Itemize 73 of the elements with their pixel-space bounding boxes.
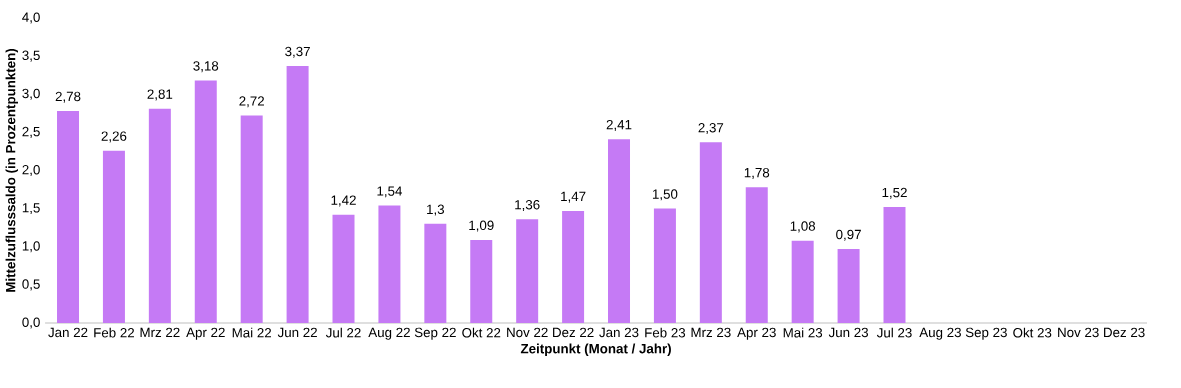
data-label: 1,54: [377, 186, 403, 198]
x-tick-label: Mai 22: [232, 327, 272, 338]
data-label: 2,41: [606, 119, 632, 131]
x-axis-title: Zeitpunkt (Monat / Jahr): [520, 343, 671, 357]
x-tick-label: Aug 23: [919, 327, 961, 340]
bar: [608, 139, 630, 323]
x-tick-label: Dez 23: [1104, 327, 1145, 338]
bar: [470, 239, 493, 323]
x-tick-label: Okt 23: [1013, 327, 1052, 338]
data-label: 0,97: [836, 229, 861, 241]
data-label: 1,08: [790, 221, 816, 233]
y-tick-label: 3,0: [22, 88, 40, 100]
x-tick-label: Jul 22: [325, 327, 361, 338]
bar: [562, 210, 585, 323]
bar: [699, 142, 722, 323]
bar: [516, 219, 539, 323]
y-tick-label: 1,5: [22, 203, 40, 215]
bar: [286, 66, 309, 323]
data-label: 3,18: [193, 61, 219, 73]
x-tick-label: Sep 22: [414, 327, 456, 340]
data-label: 2,78: [55, 91, 81, 103]
x-tick-label: Apr 22: [186, 327, 225, 340]
x-tick-label: Jan 23: [599, 327, 639, 338]
data-label: 1,42: [331, 195, 356, 207]
x-tick-label: Feb 22: [94, 327, 135, 338]
data-label: 3,37: [285, 46, 310, 58]
data-label: 2,81: [147, 89, 173, 101]
x-tick-label: Jun 23: [828, 327, 869, 338]
y-axis-title: Mittelzuflusssaldo (in Prozentpunkten): [5, 48, 18, 292]
bar: [148, 108, 171, 323]
y-tick-label: 2,5: [22, 126, 40, 138]
x-tick-label: Nov 23: [1058, 327, 1099, 338]
data-label: 1,52: [882, 187, 907, 199]
data-label: 1,36: [515, 200, 540, 212]
bar: [653, 208, 676, 323]
data-label: 2,26: [101, 131, 127, 143]
x-tick-label: Apr 23: [737, 327, 776, 340]
bar: [378, 205, 401, 323]
y-tick-label: 2,0: [22, 164, 40, 177]
data-label: 1,47: [561, 191, 586, 203]
x-tick-label: Jul 23: [876, 327, 912, 338]
bar: [837, 249, 860, 323]
x-tick-label: Mai 23: [783, 327, 823, 338]
bar: [102, 150, 125, 323]
bar: [194, 80, 217, 323]
bar: [57, 111, 80, 323]
y-tick-label: 1,0: [22, 241, 40, 253]
x-tick-label: Nov 22: [507, 327, 548, 338]
data-label: 1,09: [469, 220, 494, 232]
y-tick-label: 4,0: [22, 12, 40, 24]
y-tick-label: 0,0: [22, 317, 40, 329]
bar: [745, 187, 768, 323]
data-label: 1,3: [427, 204, 445, 216]
bar: [240, 115, 263, 323]
x-tick-label: Okt 22: [462, 327, 501, 338]
data-label: 1,78: [744, 167, 770, 180]
x-tick-label: Jun 22: [277, 327, 317, 338]
y-tick-label: 0,5: [22, 279, 40, 291]
bar: [424, 223, 447, 323]
x-tick-label: Mrz 22: [140, 327, 180, 338]
x-tick-label: Mrz 23: [691, 327, 731, 338]
y-tick-label: 3,5: [22, 50, 40, 62]
bar: [791, 240, 814, 323]
x-tick-label: Jan 22: [48, 327, 88, 338]
data-label: 2,37: [698, 123, 724, 135]
x-tick-label: Dez 22: [553, 327, 594, 338]
x-tick-label: Feb 23: [645, 327, 686, 338]
data-label: 2,72: [239, 96, 264, 108]
x-tick-label: Aug 22: [368, 327, 410, 340]
bar: [332, 214, 355, 323]
data-label: 1,50: [652, 189, 678, 201]
bar: [883, 207, 906, 323]
x-tick-label: Sep 23: [965, 327, 1007, 340]
